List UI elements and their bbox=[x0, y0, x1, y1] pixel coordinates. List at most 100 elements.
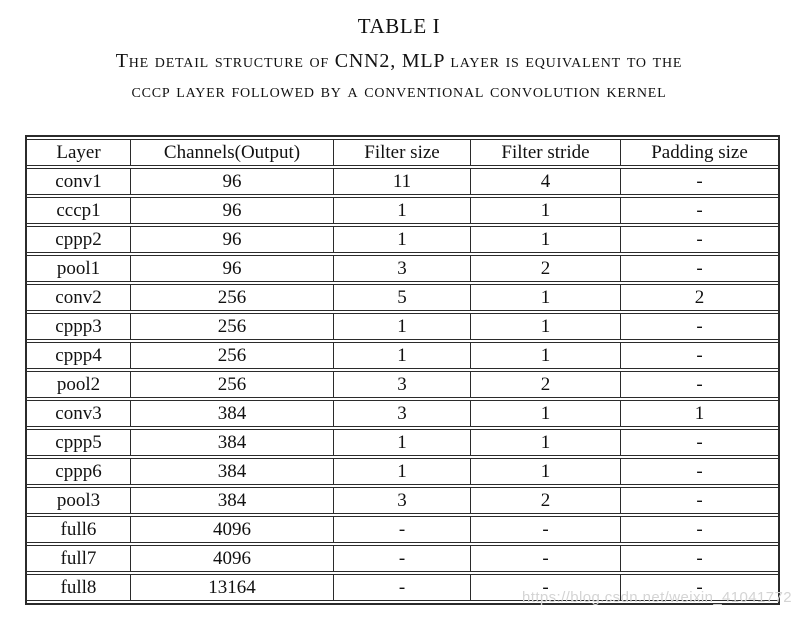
table-cell: 2 bbox=[471, 255, 621, 282]
table-cell: 1 bbox=[471, 458, 621, 485]
column-header-layer: Layer bbox=[27, 139, 131, 166]
table-cell: 256 bbox=[131, 313, 334, 340]
table-cell: 1 bbox=[334, 197, 471, 224]
table-cell: cppp2 bbox=[27, 226, 131, 253]
table-cell: 5 bbox=[334, 284, 471, 311]
table-cell: - bbox=[471, 574, 621, 601]
table-cell: - bbox=[621, 487, 778, 514]
table-cell: 256 bbox=[131, 342, 334, 369]
table-cell: 3 bbox=[334, 371, 471, 398]
table-cell: 384 bbox=[131, 400, 334, 427]
caption-line-2: cccp layer followed by a conventional co… bbox=[131, 80, 667, 102]
table-cell: 256 bbox=[131, 371, 334, 398]
table-cell: 1 bbox=[471, 429, 621, 456]
table-cell: 384 bbox=[131, 487, 334, 514]
table-cell: cppp3 bbox=[27, 313, 131, 340]
table-cell: conv1 bbox=[27, 168, 131, 195]
table-cell: 1 bbox=[471, 284, 621, 311]
table-cell: - bbox=[621, 545, 778, 572]
table-row: cppp4 256 1 1- bbox=[27, 342, 778, 369]
table-cell: 11 bbox=[334, 168, 471, 195]
table-row: full8 13164- - - bbox=[27, 574, 778, 601]
table-cell: 4 bbox=[471, 168, 621, 195]
table-row: cppp5 384 1 1- bbox=[27, 429, 778, 456]
table-cell: 3 bbox=[334, 400, 471, 427]
table-caption: The detail structure of CNN2, MLP layer … bbox=[0, 46, 798, 106]
table-cell: 96 bbox=[131, 226, 334, 253]
table-cell: 1 bbox=[334, 226, 471, 253]
table-cell: conv2 bbox=[27, 284, 131, 311]
table-cell: 96 bbox=[131, 197, 334, 224]
table-row: full6 4096- - - bbox=[27, 516, 778, 543]
table-row: conv3 384 3 1 1 bbox=[27, 400, 778, 427]
table-cell: - bbox=[621, 429, 778, 456]
table-cell: 1 bbox=[334, 429, 471, 456]
table-row: pool2 256 3 2- bbox=[27, 371, 778, 398]
table-cell: 3 bbox=[334, 487, 471, 514]
table-cell: - bbox=[621, 458, 778, 485]
table-cell: 1 bbox=[334, 458, 471, 485]
table-cell: conv3 bbox=[27, 400, 131, 427]
caption-line-1: The detail structure of CNN2, MLP layer … bbox=[115, 50, 683, 72]
watermark-url: https://blog.csdn.net/weixin_41041772 bbox=[522, 589, 792, 606]
table-cell: 1 bbox=[471, 400, 621, 427]
table-row: cppp3 256 1 1- bbox=[27, 313, 778, 340]
table-cell: pool2 bbox=[27, 371, 131, 398]
table-cell: 1 bbox=[471, 226, 621, 253]
table-cell: - bbox=[621, 516, 778, 543]
column-header-filter-size: Filter size bbox=[334, 139, 471, 166]
table-cell: 1 bbox=[471, 342, 621, 369]
table-cell: cppp6 bbox=[27, 458, 131, 485]
table-cell: - bbox=[621, 168, 778, 195]
table-cell: - bbox=[621, 313, 778, 340]
table-cell: 4096 bbox=[131, 516, 334, 543]
table-cell: - bbox=[471, 516, 621, 543]
cnn2-structure-table: Layer Channels(Output) Filter size Filte… bbox=[27, 137, 778, 603]
table-cell: 2 bbox=[471, 487, 621, 514]
table-cell: full8 bbox=[27, 574, 131, 601]
table-row: cccp1 96 1 1- bbox=[27, 197, 778, 224]
table-cell: 1 bbox=[471, 313, 621, 340]
table-cell: 96 bbox=[131, 168, 334, 195]
table-cell: 3 bbox=[334, 255, 471, 282]
table-cell: - bbox=[471, 545, 621, 572]
table-cell: - bbox=[334, 516, 471, 543]
table-cell: - bbox=[621, 574, 778, 601]
table-cell: - bbox=[621, 255, 778, 282]
table-cell: - bbox=[621, 342, 778, 369]
table-row: cppp6 384 1 1- bbox=[27, 458, 778, 485]
header-row: Layer Channels(Output) Filter size Filte… bbox=[27, 139, 778, 166]
column-header-channels-output: Channels(Output) bbox=[131, 139, 334, 166]
table-row: conv1 96 11 4- bbox=[27, 168, 778, 195]
table-cell: 384 bbox=[131, 429, 334, 456]
table-cell: 4096 bbox=[131, 545, 334, 572]
table-cell: - bbox=[621, 371, 778, 398]
column-header-padding-size: Padding size bbox=[621, 139, 778, 166]
table-cell: 13164 bbox=[131, 574, 334, 601]
table-frame: Layer Channels(Output) Filter size Filte… bbox=[25, 135, 780, 605]
table-row: full7 4096- - - bbox=[27, 545, 778, 572]
table-title: TABLE I bbox=[357, 14, 441, 38]
table-cell: 1 bbox=[334, 313, 471, 340]
table-cell: full6 bbox=[27, 516, 131, 543]
table-row: pool1 96 3 2- bbox=[27, 255, 778, 282]
table-cell: cppp5 bbox=[27, 429, 131, 456]
table-cell: 96 bbox=[131, 255, 334, 282]
table-cell: - bbox=[334, 545, 471, 572]
table-cell: 384 bbox=[131, 458, 334, 485]
table-cell: 1 bbox=[471, 197, 621, 224]
table-cell: 1 bbox=[334, 342, 471, 369]
table-cell: 2 bbox=[621, 284, 778, 311]
table-cell: full7 bbox=[27, 545, 131, 572]
table-cell: 2 bbox=[471, 371, 621, 398]
table-cell: - bbox=[621, 226, 778, 253]
table-cell: cppp4 bbox=[27, 342, 131, 369]
table-row: conv2 256 5 1 2 bbox=[27, 284, 778, 311]
table-cell: 1 bbox=[621, 400, 778, 427]
table-cell: - bbox=[334, 574, 471, 601]
table-cell: pool3 bbox=[27, 487, 131, 514]
column-header-filter-stride: Filter stride bbox=[471, 139, 621, 166]
table-cell: cccp1 bbox=[27, 197, 131, 224]
page-header: TABLE I The detail structure of CNN2, ML… bbox=[0, 14, 798, 106]
table-cell: - bbox=[621, 197, 778, 224]
